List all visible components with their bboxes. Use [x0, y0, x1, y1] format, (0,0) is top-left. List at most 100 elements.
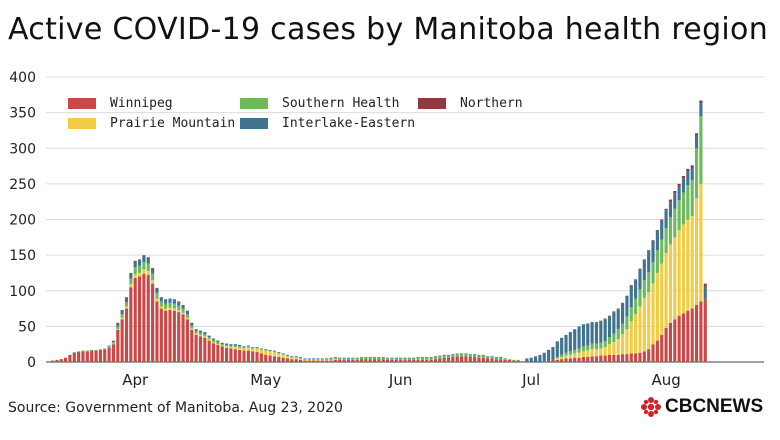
bar-segment: [272, 352, 277, 357]
bar-segment: [90, 349, 94, 351]
bar-segment: [599, 320, 603, 322]
bar-segment: [429, 359, 433, 362]
bar-segment: [673, 237, 677, 320]
bar-segment: [573, 357, 577, 362]
bar-segment: [90, 350, 94, 362]
bar-segment: [264, 354, 268, 362]
bar-segment: [394, 357, 398, 359]
bar-segment: [368, 359, 372, 362]
y-tick-label: 350: [9, 106, 36, 122]
bar-segment: [555, 357, 559, 359]
bar-segment: [190, 325, 194, 329]
bar-segment: [629, 285, 633, 286]
bar-segment: [194, 329, 198, 332]
bar-segment: [133, 274, 137, 278]
bar-segment: [603, 355, 607, 362]
bar-segment: [146, 257, 150, 264]
bar-segment: [164, 299, 168, 301]
bar-segment: [647, 292, 651, 350]
bar-segment: [581, 324, 585, 347]
bar-segment: [264, 349, 268, 350]
bar-segment: [194, 334, 198, 362]
bar-segment: [555, 359, 559, 362]
bar-segment: [185, 317, 189, 320]
bar-segment: [294, 357, 298, 360]
bar-segment: [164, 303, 168, 309]
bar-segment: [172, 299, 176, 301]
bar-segment: [233, 349, 237, 362]
bar-segment: [225, 346, 229, 348]
bar-segment: [464, 356, 468, 362]
bar-segment: [577, 326, 581, 349]
bar-segment: [403, 357, 407, 359]
bar-segment: [207, 335, 211, 338]
cbc-gem-icon: [641, 397, 661, 417]
bar-segment: [486, 356, 490, 358]
bar-segment: [555, 341, 559, 358]
bar-segment: [120, 314, 124, 318]
bar-segment: [124, 297, 129, 303]
bar-segment: [146, 270, 150, 276]
bar-segment: [664, 252, 668, 328]
bar-segment: [164, 308, 168, 311]
bar-segment: [564, 334, 568, 353]
bar-segment: [377, 357, 381, 358]
bar-segment: [120, 317, 124, 320]
bar-segment: [281, 354, 285, 355]
bar-segment: [246, 345, 250, 347]
bar-segment: [573, 349, 577, 354]
bar-segment: [133, 277, 137, 362]
bar-segment: [625, 316, 629, 330]
bar-segment: [298, 357, 303, 359]
bar-segment: [168, 302, 172, 308]
legend-label-winnipeg: Winnipeg: [110, 96, 173, 111]
x-tick-label: Apr: [122, 371, 149, 389]
bar-segment: [655, 272, 659, 341]
bar-segment: [307, 360, 311, 362]
bar-segment: [442, 355, 446, 358]
bar-segment: [190, 329, 194, 362]
bar-segment: [677, 186, 681, 201]
bar-segment: [564, 358, 568, 362]
bar-segment: [416, 357, 420, 360]
bar-segment: [581, 351, 585, 358]
bar-segment: [590, 356, 594, 362]
bar-segment: [72, 352, 76, 353]
bar-segment: [651, 283, 655, 345]
bar-segment: [446, 355, 451, 358]
bar-segment: [677, 183, 681, 187]
bar-segment: [634, 280, 638, 299]
bar-segment: [655, 250, 659, 273]
bar-segment: [225, 344, 229, 347]
bar-segment: [416, 357, 420, 358]
bar-segment: [137, 272, 142, 277]
bar-segment: [155, 287, 159, 289]
y-tick-label: 150: [9, 248, 36, 264]
bar-segment: [542, 352, 546, 362]
bar-segment: [177, 309, 181, 313]
bar-segment: [325, 358, 329, 360]
bar-segment: [151, 273, 155, 281]
bar-segment: [564, 355, 568, 359]
bar-segment: [577, 348, 581, 353]
bar-segment: [481, 357, 485, 362]
bar-segment: [177, 302, 181, 306]
bar-segment: [124, 306, 129, 309]
bar-segment: [694, 135, 699, 149]
bar-segment: [320, 358, 324, 360]
bar-segment: [560, 354, 564, 358]
bar-segment: [64, 357, 68, 362]
bar-segment: [98, 349, 102, 362]
bar-segment: [412, 359, 416, 362]
bar-segment: [77, 351, 81, 353]
bar-segment: [220, 344, 224, 346]
bar-segment: [459, 356, 464, 362]
bar-segment: [277, 357, 281, 362]
bar-segment: [634, 279, 638, 281]
bar-segment: [229, 345, 233, 348]
bar-segment: [77, 352, 81, 362]
bar-segment: [681, 192, 686, 225]
x-tick-label: Aug: [651, 371, 680, 389]
bar-segment: [477, 357, 481, 362]
